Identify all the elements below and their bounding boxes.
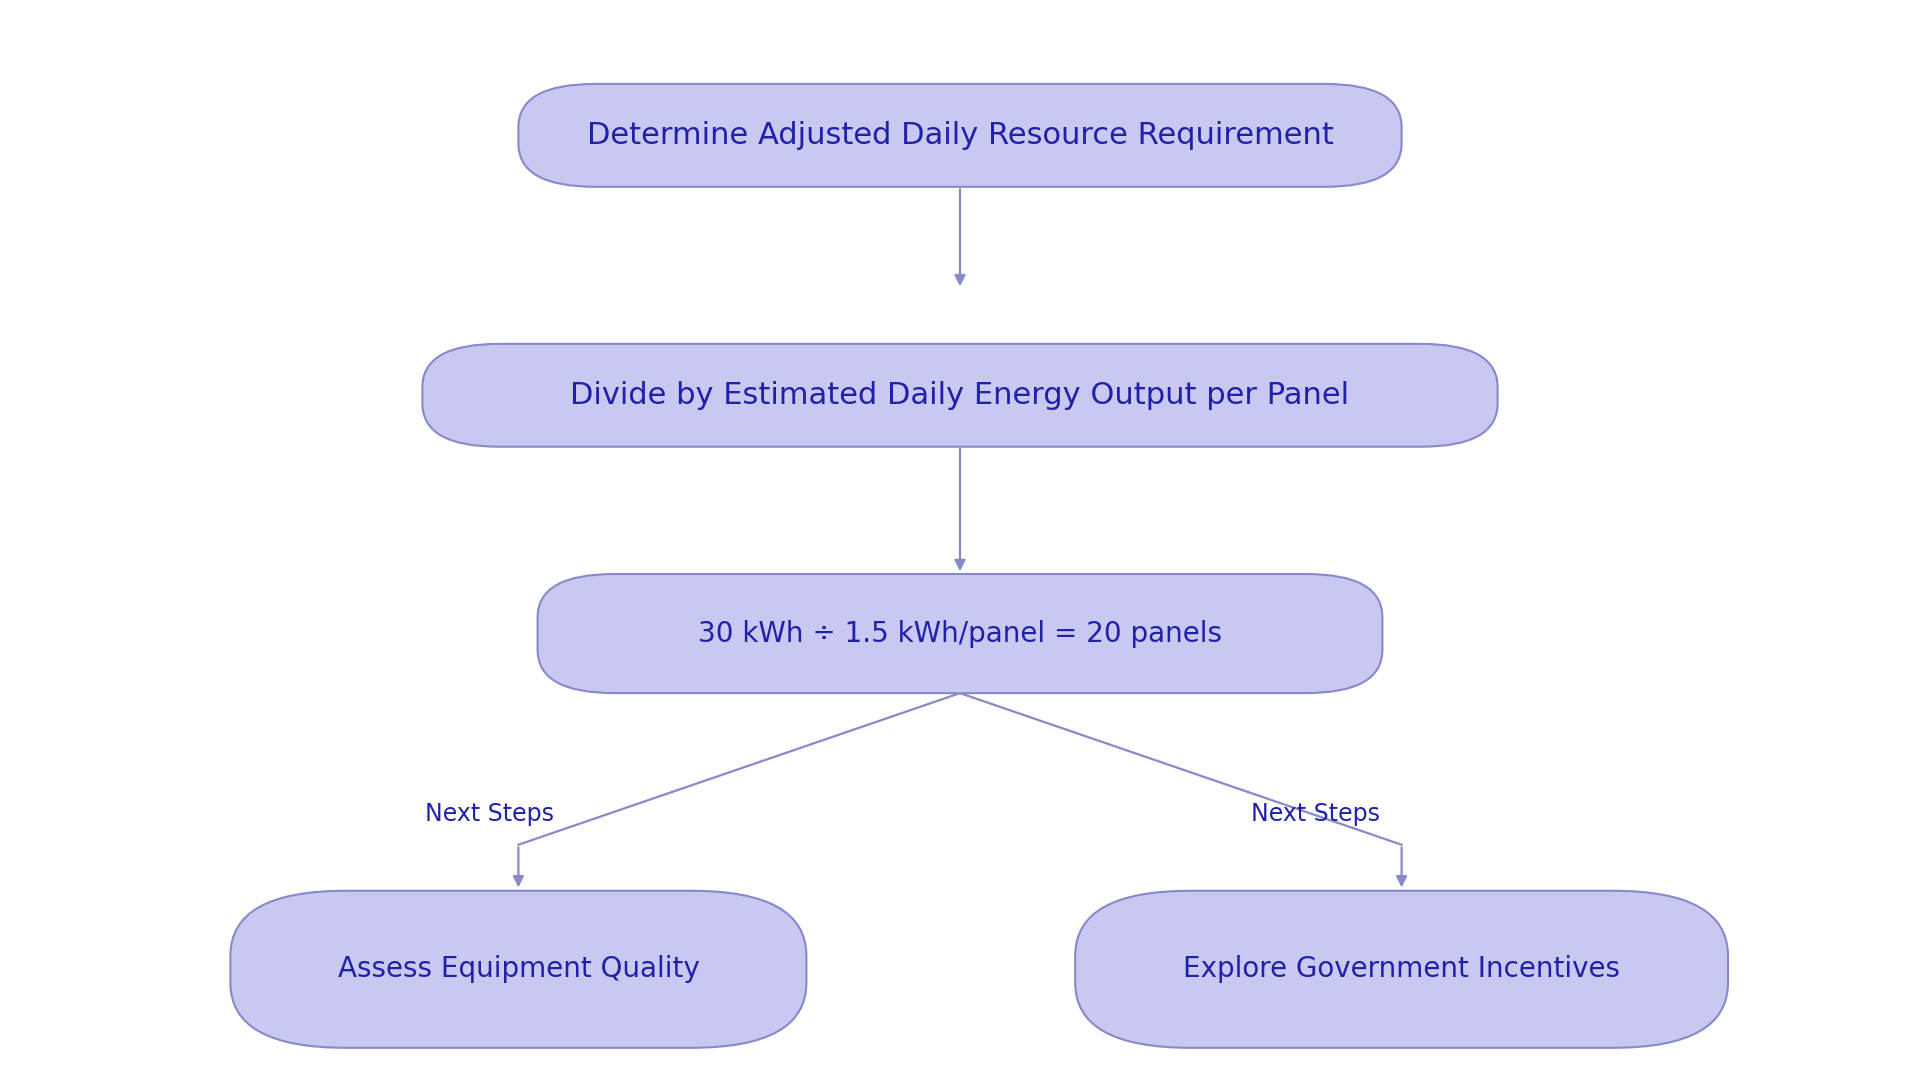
Text: Assess Equipment Quality: Assess Equipment Quality (338, 955, 699, 983)
FancyBboxPatch shape (538, 574, 1382, 693)
FancyBboxPatch shape (230, 890, 806, 1048)
Text: Next Steps: Next Steps (424, 803, 555, 826)
Text: Divide by Estimated Daily Energy Output per Panel: Divide by Estimated Daily Energy Output … (570, 381, 1350, 409)
Text: Explore Government Incentives: Explore Government Incentives (1183, 955, 1620, 983)
FancyBboxPatch shape (422, 344, 1498, 446)
FancyBboxPatch shape (518, 84, 1402, 186)
Text: Next Steps: Next Steps (1250, 803, 1380, 826)
FancyBboxPatch shape (1075, 890, 1728, 1048)
Text: 30 kWh ÷ 1.5 kWh/panel = 20 panels: 30 kWh ÷ 1.5 kWh/panel = 20 panels (699, 619, 1221, 648)
Text: Determine Adjusted Daily Resource Requirement: Determine Adjusted Daily Resource Requir… (588, 121, 1332, 149)
